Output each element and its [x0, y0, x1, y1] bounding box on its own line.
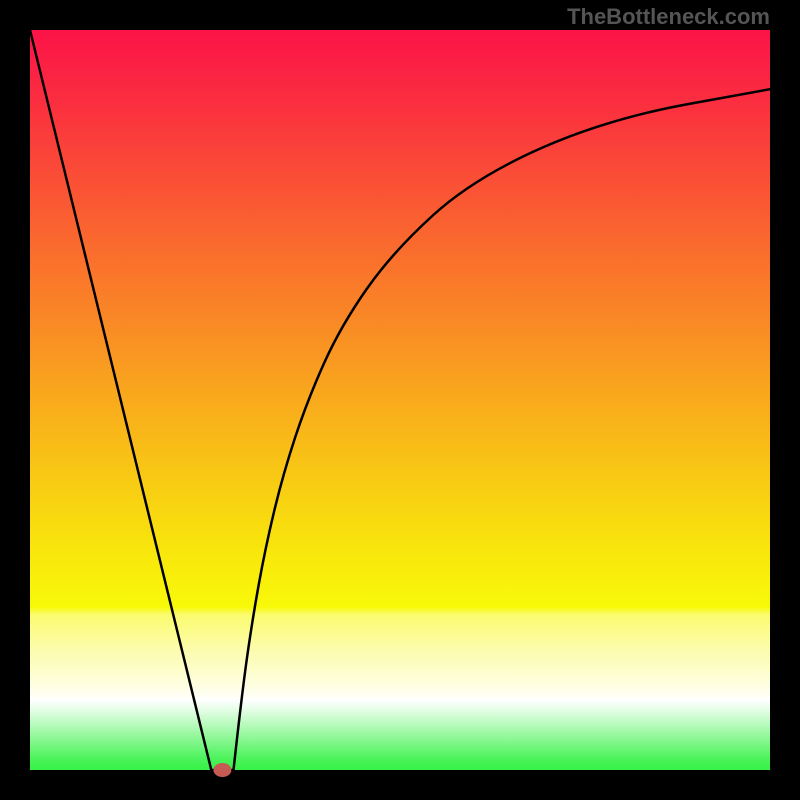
optimal-point-marker	[213, 763, 231, 777]
plot-area	[30, 30, 770, 770]
attribution-text: TheBottleneck.com	[567, 4, 770, 29]
bottleneck-chart: TheBottleneck.com	[0, 0, 800, 800]
